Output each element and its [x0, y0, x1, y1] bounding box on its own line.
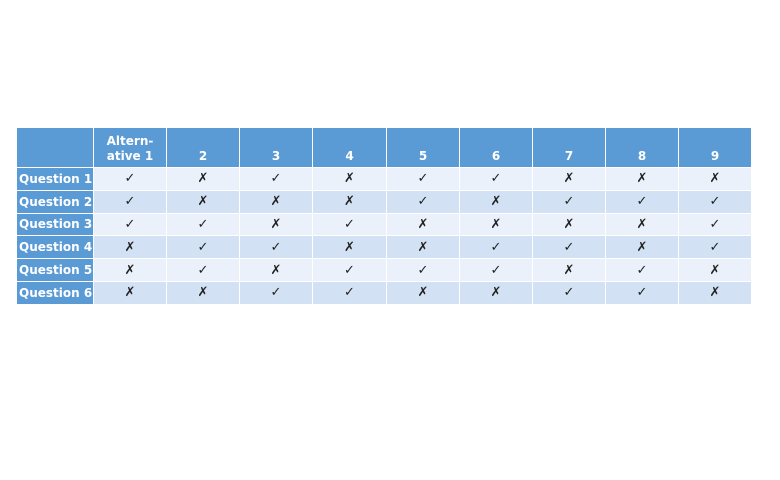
cross-mark-cell: ✗	[387, 236, 460, 260]
check-mark-cell: ✓	[240, 281, 313, 305]
check-mark-cell: ✓	[387, 168, 460, 191]
corner-header-cell	[17, 128, 94, 168]
cross-mark-cell: ✗	[460, 190, 533, 214]
cross-mark-cell: ✗	[533, 168, 606, 191]
check-mark-cell: ✓	[460, 168, 533, 191]
table-row: Question 1 ✓ ✗ ✓ ✗ ✓ ✓ ✗ ✗ ✗	[17, 168, 752, 191]
check-mark-cell: ✓	[606, 259, 679, 282]
cross-mark-cell: ✗	[679, 259, 752, 282]
check-mark-cell: ✓	[94, 190, 167, 214]
column-header-3: 3	[240, 128, 313, 168]
cross-mark-cell: ✗	[460, 281, 533, 305]
row-header: Question 3	[17, 213, 94, 237]
table-row: Question 2 ✓ ✗ ✗ ✗ ✓ ✗ ✓ ✓ ✓	[17, 190, 752, 214]
cross-mark-cell: ✗	[167, 190, 240, 214]
check-mark-cell: ✓	[94, 213, 167, 237]
column-header-8: 8	[606, 128, 679, 168]
row-header: Question 6	[17, 281, 94, 305]
cross-mark-cell: ✗	[533, 213, 606, 237]
check-mark-cell: ✓	[679, 236, 752, 260]
cross-mark-cell: ✗	[94, 259, 167, 282]
cross-mark-cell: ✗	[167, 281, 240, 305]
cross-mark-cell: ✗	[313, 168, 387, 191]
cross-mark-cell: ✗	[240, 213, 313, 237]
check-mark-cell: ✓	[167, 213, 240, 237]
table-row: Question 5 ✗ ✓ ✗ ✓ ✓ ✓ ✗ ✓ ✗	[17, 259, 752, 282]
column-header-2: 2	[167, 128, 240, 168]
check-mark-cell: ✓	[606, 190, 679, 214]
cross-mark-cell: ✗	[167, 168, 240, 191]
cross-mark-cell: ✗	[313, 236, 387, 260]
table-row: Question 4 ✗ ✓ ✓ ✗ ✗ ✓ ✓ ✗ ✓	[17, 236, 752, 260]
check-mark-cell: ✓	[460, 236, 533, 260]
cross-mark-cell: ✗	[533, 259, 606, 282]
cross-mark-cell: ✗	[387, 213, 460, 237]
check-mark-cell: ✓	[533, 281, 606, 305]
check-mark-cell: ✓	[606, 281, 679, 305]
check-mark-cell: ✓	[240, 168, 313, 191]
cross-mark-cell: ✗	[387, 281, 460, 305]
cross-mark-cell: ✗	[94, 236, 167, 260]
check-mark-cell: ✓	[679, 213, 752, 237]
cross-mark-cell: ✗	[606, 168, 679, 191]
cross-mark-cell: ✗	[313, 190, 387, 214]
cross-mark-cell: ✗	[606, 213, 679, 237]
check-mark-cell: ✓	[533, 190, 606, 214]
row-header: Question 2	[17, 190, 94, 214]
cross-mark-cell: ✗	[679, 168, 752, 191]
check-mark-cell: ✓	[387, 259, 460, 282]
column-header-1: Altern-ative 1	[94, 128, 167, 168]
check-mark-cell: ✓	[313, 213, 387, 237]
column-header-7: 7	[533, 128, 606, 168]
row-header: Question 5	[17, 259, 94, 282]
column-header-4: 4	[313, 128, 387, 168]
cross-mark-cell: ✗	[460, 213, 533, 237]
check-mark-cell: ✓	[167, 259, 240, 282]
check-mark-cell: ✓	[313, 281, 387, 305]
cross-mark-cell: ✗	[94, 281, 167, 305]
check-mark-cell: ✓	[533, 236, 606, 260]
check-mark-cell: ✓	[679, 190, 752, 214]
table-row: Question 6 ✗ ✗ ✓ ✓ ✗ ✗ ✓ ✓ ✗	[17, 281, 752, 305]
cross-mark-cell: ✗	[606, 236, 679, 260]
column-header-5: 5	[387, 128, 460, 168]
row-header: Question 1	[17, 168, 94, 191]
row-header: Question 4	[17, 236, 94, 260]
column-header-6: 6	[460, 128, 533, 168]
check-mark-cell: ✓	[387, 190, 460, 214]
check-mark-cell: ✓	[313, 259, 387, 282]
check-mark-cell: ✓	[94, 168, 167, 191]
cross-mark-cell: ✗	[679, 281, 752, 305]
cross-mark-cell: ✗	[240, 190, 313, 214]
check-mark-cell: ✓	[167, 236, 240, 260]
table-row: Question 3 ✓ ✓ ✗ ✓ ✗ ✗ ✗ ✗ ✓	[17, 213, 752, 237]
cross-mark-cell: ✗	[240, 259, 313, 282]
column-header-9: 9	[679, 128, 752, 168]
table-body: Question 1 ✓ ✗ ✓ ✗ ✓ ✓ ✗ ✗ ✗ Question 2 ✓ ✗ ✗ ✗ ✓ ✗ ✓ ✓ ✓ Qu…	[17, 168, 752, 305]
check-mark-cell: ✓	[240, 236, 313, 260]
check-mark-cell: ✓	[460, 259, 533, 282]
